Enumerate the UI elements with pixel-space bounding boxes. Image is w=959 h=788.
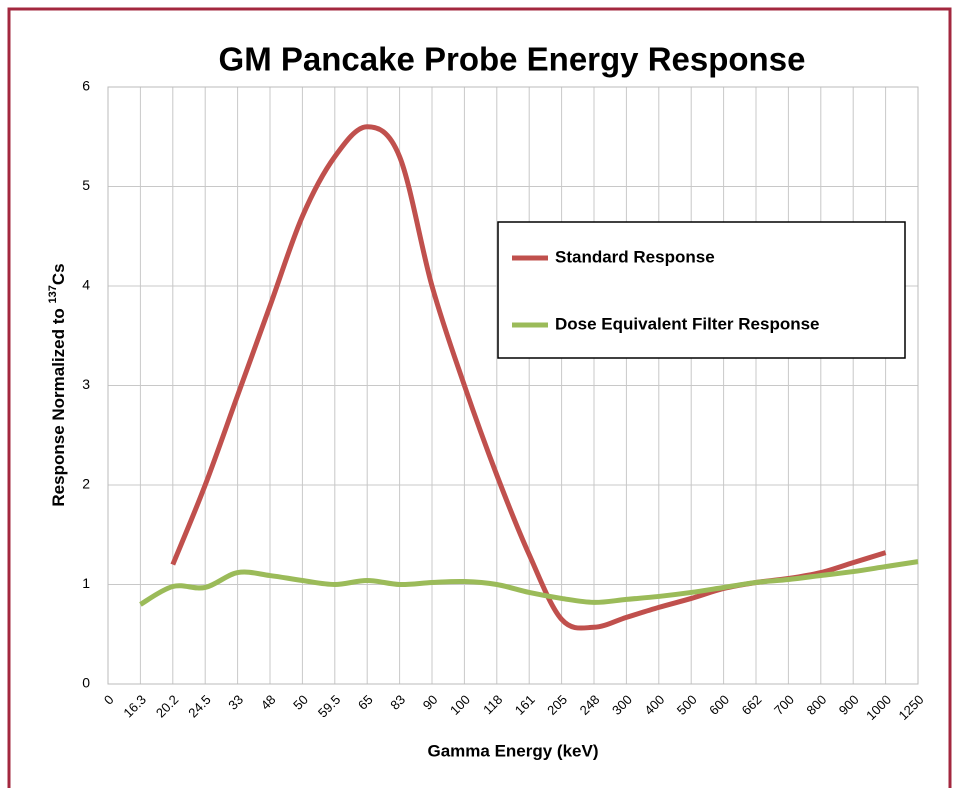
x-tick-label: 900 — [836, 692, 862, 718]
plot-border — [107, 86, 919, 685]
x-tick-label: 118 — [480, 692, 505, 717]
y-tick-label: 1 — [82, 575, 90, 591]
y-tick-label: 6 — [82, 78, 90, 94]
x-tick-label: 65 — [355, 692, 376, 713]
legend-label: Standard Response — [555, 247, 715, 266]
y-tick-label: 4 — [82, 277, 90, 293]
x-tick-label: 100 — [447, 692, 473, 718]
x-tick-label: 248 — [577, 692, 603, 718]
frame — [7, 7, 952, 788]
x-tick-label: 400 — [641, 692, 667, 718]
y-axis-label: Response Normalized to 137Cs — [47, 263, 69, 506]
x-tick-label: 20.2 — [153, 692, 182, 721]
x-tick-label: 1250 — [895, 692, 926, 723]
x-tick-label: 83 — [387, 692, 408, 713]
x-axis-label: Gamma Energy (keV) — [427, 741, 598, 760]
y-tick-label: 5 — [82, 177, 90, 193]
x-tick-label: 500 — [674, 692, 700, 718]
x-tick-label: 662 — [739, 692, 765, 718]
chart-title: GM Pancake Probe Energy Response — [219, 41, 806, 78]
x-tick-label: 300 — [609, 692, 635, 718]
legend-label: Dose Equivalent Filter Response — [555, 314, 820, 333]
x-tick-label: 800 — [803, 692, 829, 718]
y-tick-label: 2 — [82, 476, 90, 492]
x-tick-label: 90 — [420, 692, 441, 713]
legend-box — [497, 221, 906, 359]
x-tick-label: 16.3 — [120, 692, 149, 721]
y-tick-label: 0 — [82, 675, 90, 691]
x-tick-label: 59.5 — [315, 692, 344, 721]
x-tick-label: 600 — [706, 692, 732, 718]
y-tick-label: 3 — [82, 376, 90, 392]
x-tick-label: 161 — [512, 692, 538, 718]
series-line — [139, 559, 919, 607]
x-tick-label: 24.5 — [185, 692, 214, 721]
x-tick-label: 1000 — [863, 692, 894, 723]
x-tick-label: 33 — [225, 692, 246, 713]
x-tick-label: 48 — [258, 692, 279, 713]
x-tick-label: 50 — [290, 692, 311, 713]
x-tick-label: 700 — [771, 692, 797, 718]
x-tick-label: 0 — [101, 692, 117, 708]
x-tick-label: 205 — [544, 692, 570, 718]
